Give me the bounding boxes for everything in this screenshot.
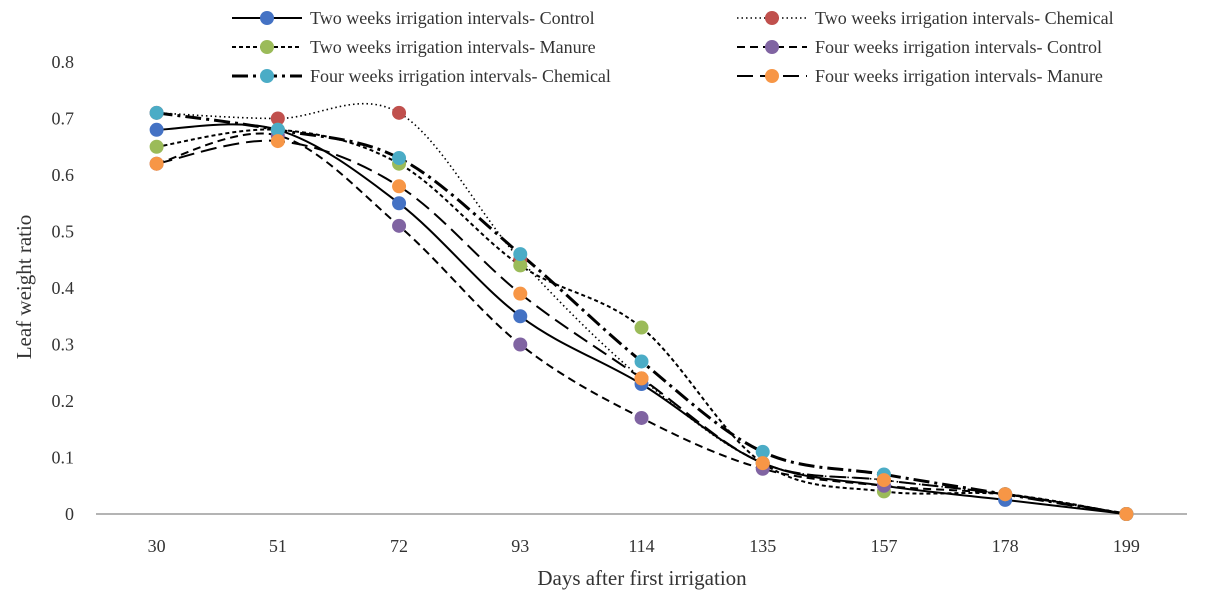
data-point (755, 456, 770, 471)
series-line (156, 132, 1127, 515)
legend-label: Two weeks irrigation intervals- Chemical (815, 8, 1114, 28)
data-point (998, 487, 1013, 502)
legend-marker (260, 69, 274, 83)
x-tick-label: 157 (870, 536, 897, 556)
y-tick-label: 0.8 (52, 52, 75, 72)
data-point (634, 320, 649, 335)
data-point (513, 286, 528, 301)
data-point (149, 156, 164, 171)
data-point (513, 309, 528, 324)
data-point (149, 105, 164, 120)
y-tick-label: 0.5 (52, 222, 75, 242)
y-tick-label: 0.1 (52, 448, 75, 468)
x-tick-label: 135 (749, 536, 776, 556)
y-axis-title: Leaf weight ratio (12, 215, 36, 360)
x-tick-label: 199 (1113, 536, 1140, 556)
x-tick-label: 93 (511, 536, 529, 556)
y-tick-label: 0.4 (52, 278, 75, 298)
series-points (149, 105, 1134, 521)
y-tick-label: 0.7 (52, 109, 75, 129)
data-point (392, 105, 407, 120)
x-tick-label: 178 (992, 536, 1019, 556)
legend-marker (260, 11, 274, 25)
series-line (156, 123, 1127, 515)
data-point (513, 337, 528, 352)
series-line (156, 103, 1127, 515)
legend-label: Four weeks irrigation intervals- Manure (815, 66, 1103, 86)
x-tick-label: 72 (390, 536, 408, 556)
data-point (392, 179, 407, 194)
data-point (634, 410, 649, 425)
legend-marker (260, 40, 274, 54)
data-point (270, 122, 285, 137)
data-point (755, 444, 770, 459)
series-line (156, 128, 1127, 515)
x-axis-title: Days after first irrigation (537, 566, 747, 590)
x-tick-label: 114 (628, 536, 654, 556)
y-tick-label: 0 (65, 504, 74, 524)
legend-marker (765, 11, 779, 25)
axes: 0 0.1 0.2 0.3 0.4 0.5 0.6 0.7 0.8 30 51 72 93 114 135 1… (52, 52, 1187, 556)
legend-label: Two weeks irrigation intervals- Manure (310, 37, 596, 57)
series-line (156, 111, 1127, 516)
data-point (149, 139, 164, 154)
data-point (513, 258, 528, 273)
data-point (513, 247, 528, 262)
y-tick-label: 0.2 (52, 391, 75, 411)
data-point (634, 354, 649, 369)
data-point (634, 371, 649, 386)
data-point (876, 473, 891, 488)
data-point (270, 111, 285, 126)
data-point (270, 134, 285, 149)
data-point (1119, 507, 1134, 521)
legend-label: Four weeks irrigation intervals- Control (815, 37, 1102, 57)
legend: Two weeks irrigation intervals- Control T… (232, 8, 1114, 86)
data-point (392, 151, 407, 166)
y-tick-label: 0.6 (52, 165, 75, 185)
legend-marker (765, 40, 779, 54)
series-lines (156, 103, 1127, 516)
legend-label: Four weeks irrigation intervals- Chemica… (310, 66, 611, 86)
legend-marker (765, 69, 779, 83)
y-tick-label: 0.3 (52, 335, 75, 355)
data-point (392, 218, 407, 233)
x-tick-label: 30 (148, 536, 166, 556)
legend-label: Two weeks irrigation intervals- Control (310, 8, 595, 28)
data-point (149, 122, 164, 137)
data-point (392, 196, 407, 211)
x-tick-label: 51 (269, 536, 287, 556)
